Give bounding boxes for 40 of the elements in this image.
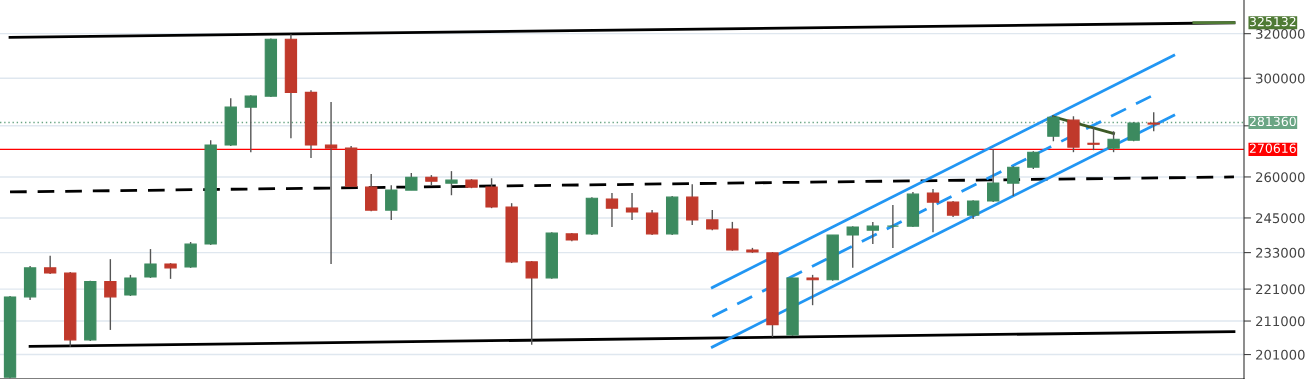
y-tick-label: 260000 bbox=[1256, 172, 1305, 183]
y-tick-label: 211000 bbox=[1256, 316, 1305, 327]
candlestick bbox=[987, 148, 1000, 203]
candlestick bbox=[1147, 111, 1160, 132]
candlestick bbox=[605, 192, 619, 228]
ref-line-label: 270616 bbox=[1249, 143, 1296, 153]
candlestick bbox=[1087, 126, 1100, 151]
candlestick bbox=[385, 184, 398, 221]
candlestick bbox=[324, 101, 338, 265]
candlestick bbox=[144, 248, 157, 279]
candlestick bbox=[43, 255, 57, 275]
candlestick bbox=[966, 199, 980, 220]
candlestick bbox=[244, 94, 257, 153]
candlestick bbox=[846, 225, 859, 269]
y-tick-label: 201000 bbox=[1256, 349, 1305, 360]
candlestick bbox=[485, 177, 498, 209]
candlestick bbox=[726, 221, 739, 252]
candlestick bbox=[1007, 165, 1020, 197]
y-tick-label: 320000 bbox=[1256, 28, 1305, 39]
candlestick bbox=[445, 170, 458, 196]
candlestick bbox=[866, 221, 879, 245]
candlestick bbox=[686, 183, 699, 226]
candlestick bbox=[124, 274, 137, 297]
y-tick-label: 245000 bbox=[1256, 213, 1305, 224]
candlestick bbox=[525, 260, 538, 346]
candlestick bbox=[365, 173, 378, 212]
candlestick bbox=[886, 204, 900, 249]
candlestick bbox=[184, 241, 197, 269]
y-tick-label: 233000 bbox=[1256, 247, 1305, 258]
candlestick bbox=[104, 258, 117, 331]
ref-line-label: 281360 bbox=[1249, 116, 1296, 127]
y-tick-label: 300000 bbox=[1256, 73, 1305, 84]
candlestick bbox=[1047, 114, 1060, 142]
candlestick bbox=[645, 209, 659, 236]
candlestick bbox=[806, 274, 819, 306]
candlestick bbox=[926, 188, 940, 233]
data-label: 325132 bbox=[1249, 16, 1296, 27]
candlestick bbox=[625, 192, 639, 221]
candlestick bbox=[1107, 130, 1120, 153]
y-tick-label: 221000 bbox=[1256, 284, 1305, 295]
